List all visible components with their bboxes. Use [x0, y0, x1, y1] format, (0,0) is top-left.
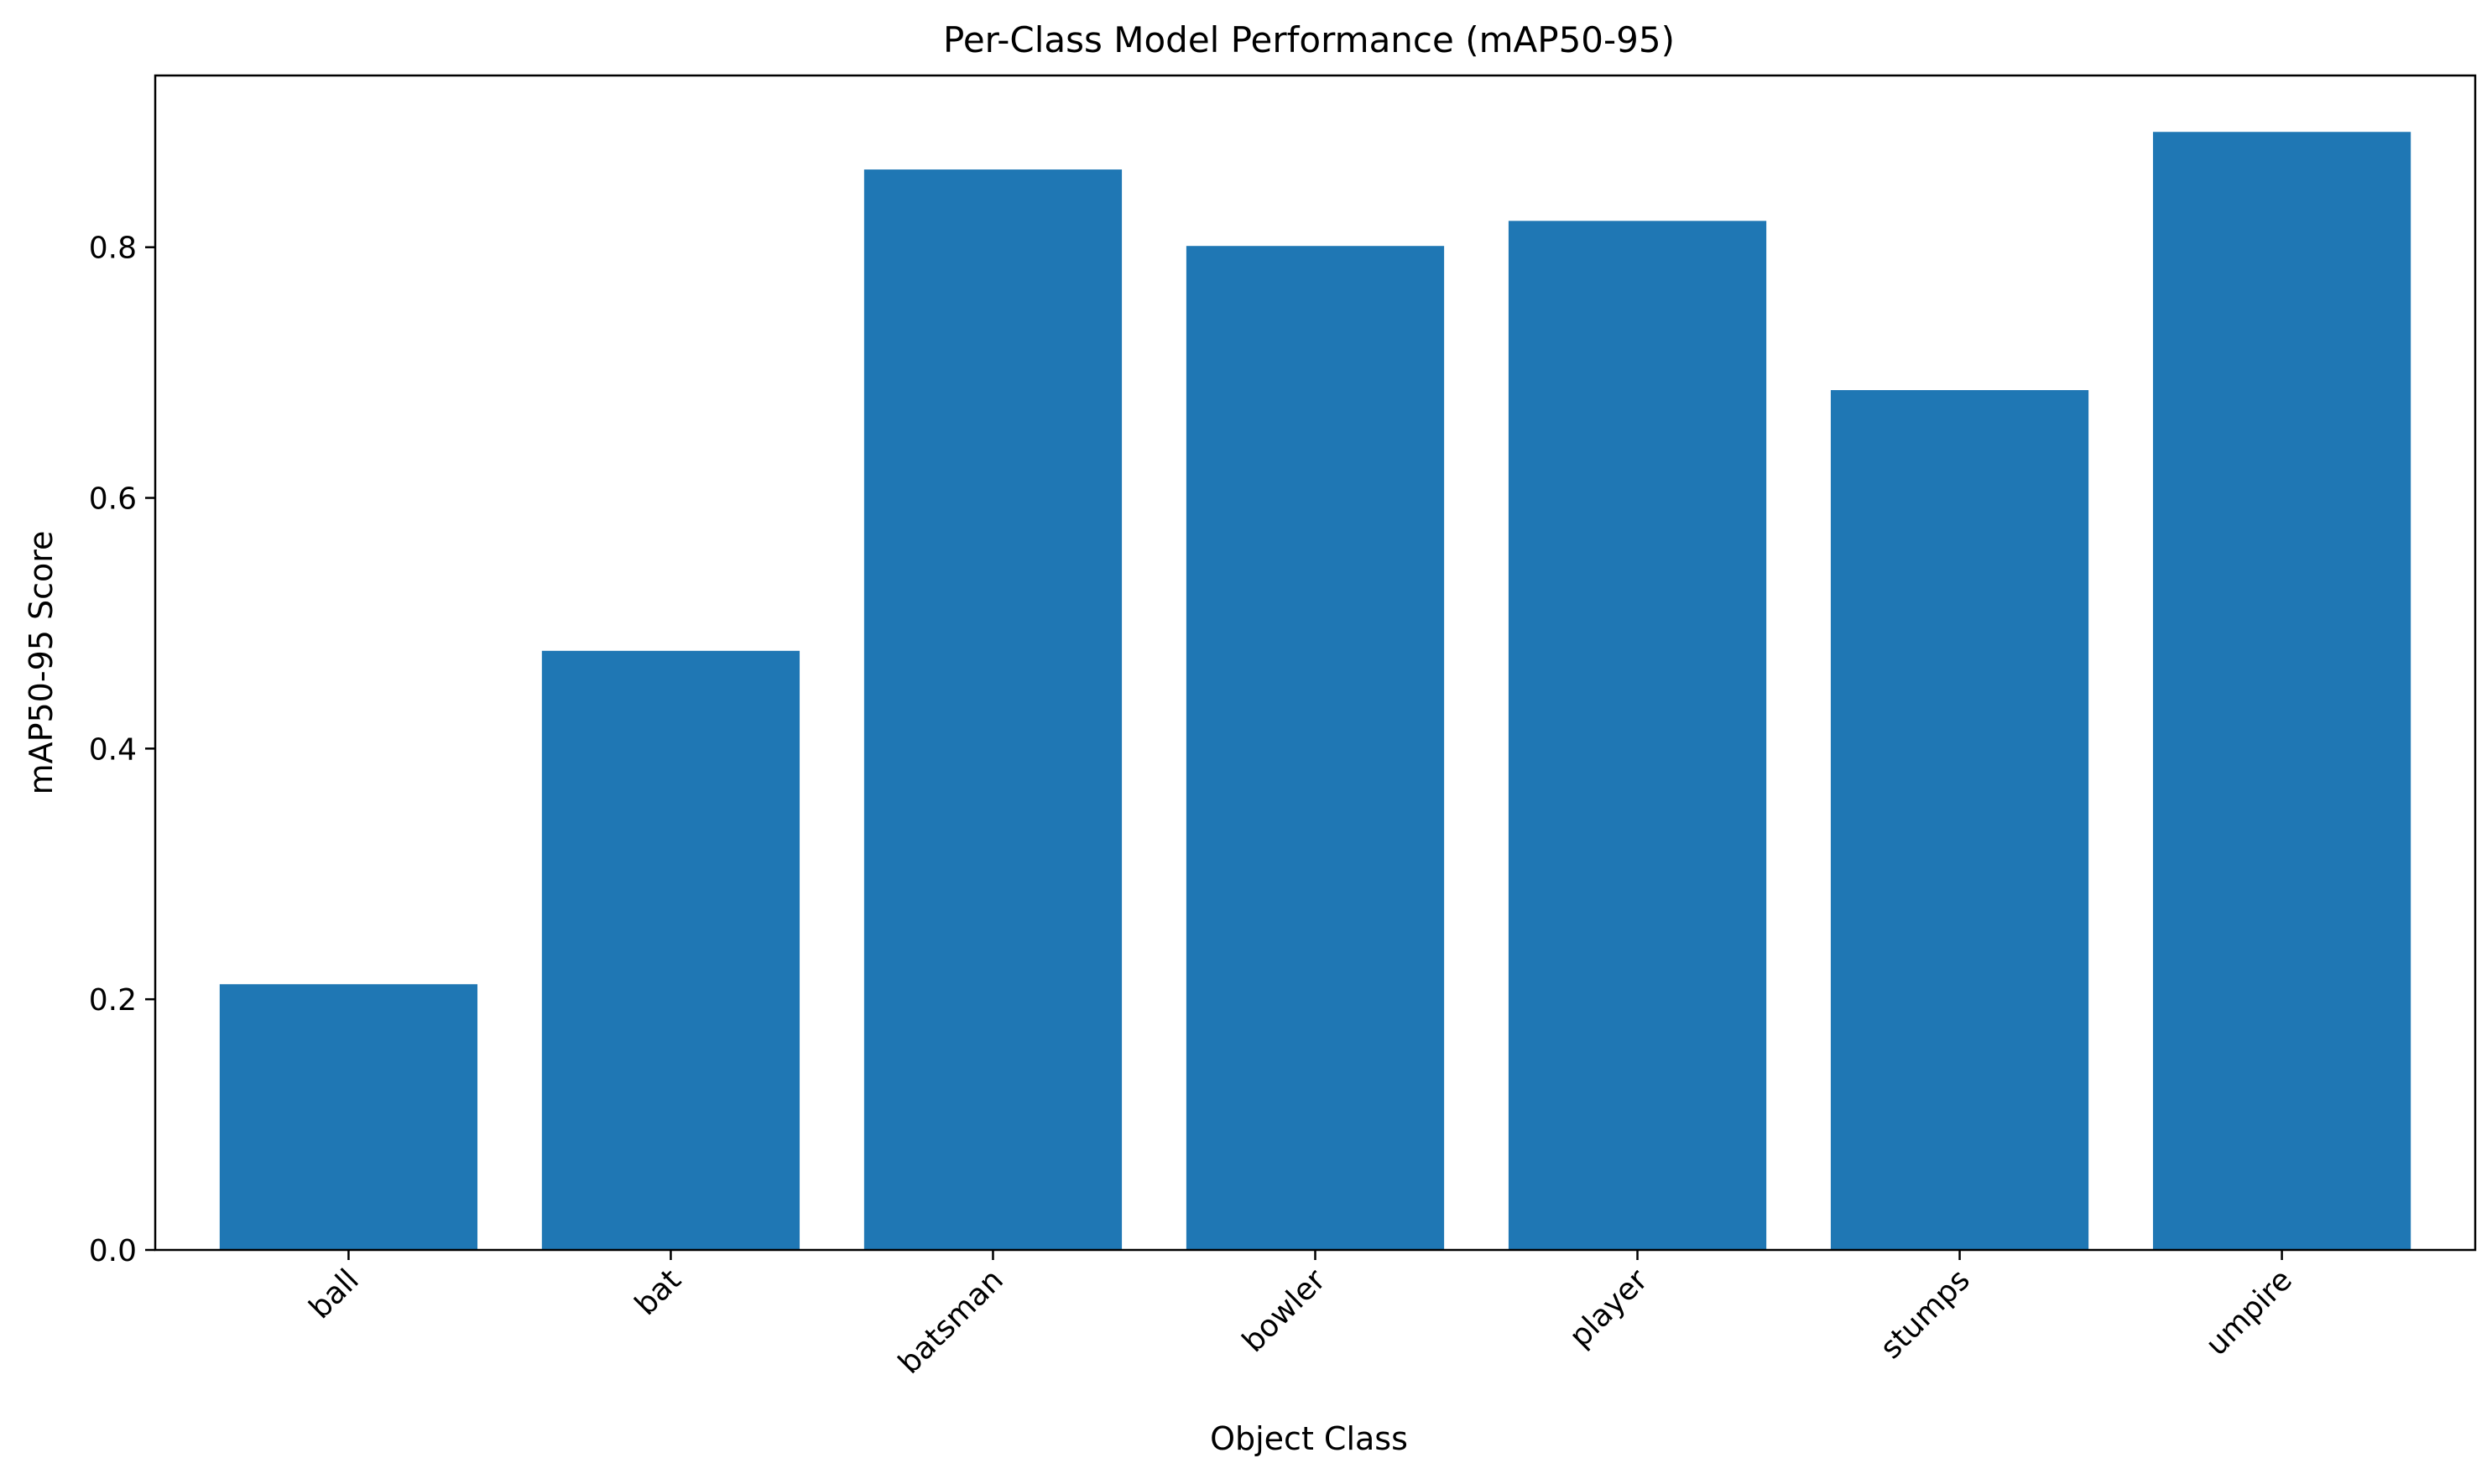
bar-stumps — [1830, 390, 2089, 1250]
bar-player — [1508, 221, 1767, 1250]
y-axis: 0.0 0.2 0.4 0.6 0.8 — [89, 232, 155, 1268]
x-axis-title: Object Class — [1210, 1420, 1408, 1457]
y-tick-label: 0.4 — [89, 732, 137, 767]
y-axis-title: mAP50-95 Score — [23, 531, 60, 795]
bar-bowler — [1186, 246, 1445, 1251]
bar-bat — [541, 650, 800, 1250]
bar-batsman — [863, 169, 1123, 1250]
y-tick-label: 0.2 — [89, 983, 137, 1018]
y-tick-label: 0.8 — [89, 232, 137, 266]
y-tick-label: 0.0 — [89, 1234, 137, 1268]
y-tick-label: 0.6 — [89, 482, 137, 517]
plot-area-frame — [154, 74, 2477, 1252]
chart-title: Per-Class Model Performance (mAP50-95) — [943, 19, 1675, 60]
bars-layer — [219, 132, 2411, 1251]
bar-ball — [219, 984, 478, 1250]
bar-umpire — [2152, 132, 2411, 1251]
